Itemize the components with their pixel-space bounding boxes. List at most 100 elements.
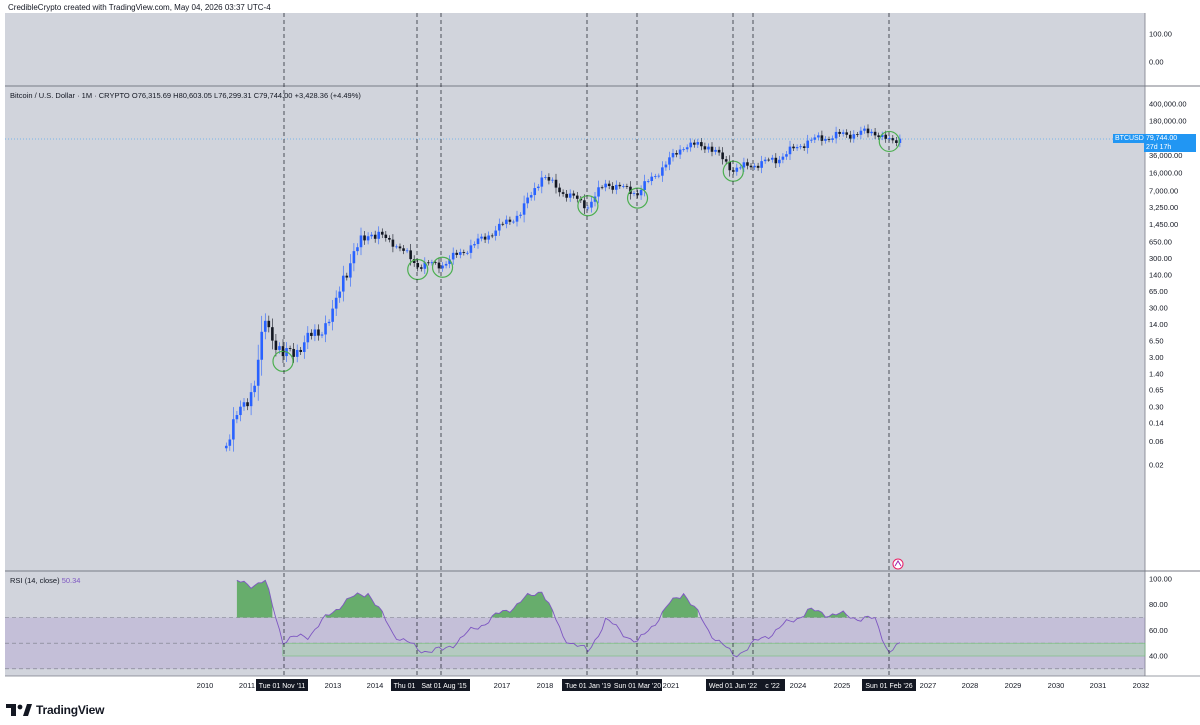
candle-body <box>508 219 512 222</box>
candle-body <box>739 167 742 169</box>
candle-body <box>242 402 246 407</box>
rsi-line <box>236 579 901 658</box>
cycle-low-circle <box>577 195 599 217</box>
candle-body <box>859 130 863 135</box>
marker-date-label: Thu 01 <box>394 683 416 690</box>
candle-body <box>239 406 242 416</box>
legend-close: C79,744.00 <box>253 91 293 100</box>
price-tick-label: 180,000.00 <box>1149 117 1187 126</box>
time-tick-label: 2011 <box>239 681 255 690</box>
legend-open: O76,315.69 <box>131 91 172 100</box>
candle-body <box>671 153 675 158</box>
price-tick-label: 3,250.00 <box>1149 203 1178 212</box>
rsi-tick-label: 60.00 <box>1149 626 1168 635</box>
candle-body <box>884 134 888 139</box>
cycle-low-circle <box>272 350 294 372</box>
price-tick-label: 1,450.00 <box>1149 220 1178 229</box>
marker-date-label-bg <box>862 679 916 691</box>
candle-body <box>473 244 476 246</box>
candle-body <box>232 419 235 440</box>
candle-body <box>526 197 529 204</box>
candle-body <box>870 131 873 134</box>
candle-body <box>795 147 799 149</box>
candle-body <box>505 219 508 225</box>
candle-body <box>707 146 710 150</box>
candle-body <box>437 262 441 269</box>
candle-body <box>781 156 785 160</box>
marker-date-label-bg <box>562 679 614 691</box>
candle-body <box>774 157 778 164</box>
candle-body <box>806 140 810 148</box>
candle-body <box>455 252 459 255</box>
chart-credit: CredibleCrypto created with TradingView.… <box>8 3 271 12</box>
candle-body <box>756 165 760 168</box>
candle-body <box>423 262 427 269</box>
candle-body <box>838 131 841 134</box>
candle-body <box>689 142 693 148</box>
cycle-low-circle <box>626 187 649 209</box>
symbol-name: Bitcoin / U.S. Dollar · 1M · CRYPTO <box>10 91 130 100</box>
time-tick-label: 2031 <box>1090 681 1107 690</box>
marker-date-label-bg <box>613 679 662 691</box>
candle-body <box>529 195 533 198</box>
candle-body <box>561 192 565 194</box>
candle-body <box>540 177 544 187</box>
rsi-overbought-fill <box>662 593 698 618</box>
candle-body <box>703 146 707 150</box>
candle-body <box>831 138 834 140</box>
candle-body <box>661 167 664 176</box>
candle-body <box>785 154 788 157</box>
candle-body <box>434 262 437 264</box>
candle-body <box>462 252 466 254</box>
candle-body <box>324 323 327 335</box>
candle-body <box>653 176 657 177</box>
candle-body <box>334 297 338 309</box>
candle-body <box>802 146 806 148</box>
last-price-tag: 79,744.00 27d 17h <box>1144 134 1196 152</box>
rsi-tick-label: 40.00 <box>1149 652 1168 661</box>
candle-body <box>763 159 767 162</box>
time-tick-label: 2017 <box>494 681 511 690</box>
candle-body <box>427 262 430 264</box>
candle-body <box>522 203 526 215</box>
time-tick-label: 2010 <box>197 681 214 690</box>
candle-body <box>228 439 232 446</box>
time-tick-label: 2029 <box>1005 681 1022 690</box>
candle-body <box>490 235 494 237</box>
candle-body <box>480 236 483 239</box>
price-tick-label: 30.00 <box>1149 303 1168 312</box>
rsi-tick-label: 80.00 <box>1149 600 1168 609</box>
time-tick-label: 2014 <box>367 681 384 690</box>
candle-body <box>274 340 278 350</box>
candle-body <box>306 332 310 343</box>
candle-body <box>632 193 636 194</box>
candle-body <box>650 176 654 182</box>
candle-body <box>441 265 444 269</box>
candle-body <box>310 332 313 336</box>
candle-body <box>568 193 572 198</box>
candle-body <box>735 167 739 172</box>
candle-body <box>295 349 299 357</box>
bar-countdown: 27d 17h <box>1146 144 1172 151</box>
rsi-legend: RSI (14, close) 50.34 <box>10 576 80 585</box>
candle-body <box>646 181 650 182</box>
candle-body <box>373 234 377 239</box>
candle-body <box>749 165 753 168</box>
price-tick-label: 650.00 <box>1149 237 1172 246</box>
candle-body <box>512 221 515 223</box>
candle-body <box>873 131 877 136</box>
marker-date-label: Sun 01 Mar '20 <box>614 683 661 690</box>
candle-body <box>742 162 746 168</box>
rsi-overbought-fill <box>236 580 273 618</box>
alert-icon-ring <box>892 558 904 570</box>
price-tick-label: 36,000.00 <box>1149 151 1182 160</box>
alert-icon-mark <box>894 560 902 567</box>
last-price: 79,744.00 <box>1146 135 1178 142</box>
candle-body <box>317 329 320 336</box>
candle-body <box>405 250 409 252</box>
time-tick-label: 2030 <box>1048 681 1065 690</box>
rsi-tick-label: 100.00 <box>1149 575 1172 584</box>
candle-body <box>402 248 405 251</box>
candle-body <box>469 245 473 253</box>
